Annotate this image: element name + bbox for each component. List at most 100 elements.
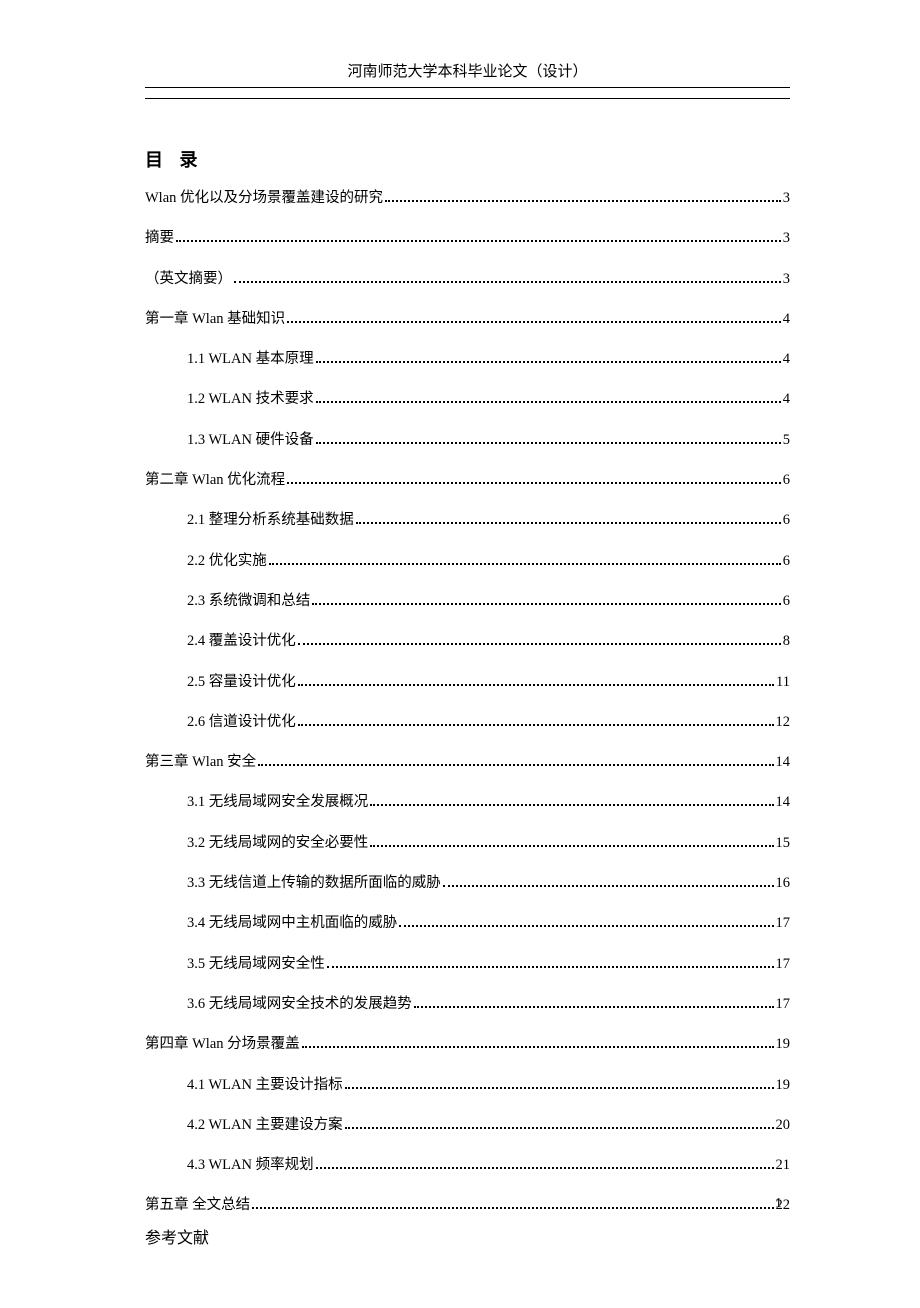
toc-leader-dots [302,1046,774,1048]
toc-entry-label: 3.3 无线信道上传输的数据所面临的威胁 [187,873,441,893]
toc-entry: 第四章 Wlan 分场景覆盖19 [145,1034,790,1054]
toc-entry-page: 19 [776,1075,791,1095]
toc-entry-label: 4.1 WLAN 主要设计指标 [187,1075,343,1095]
toc-entry-page: 6 [783,591,790,611]
toc-entry-label: 2.1 整理分析系统基础数据 [187,510,354,530]
toc-entry-page: 21 [776,1155,791,1175]
document-page: 河南师范大学本科毕业论文（设计） 目 录 Wlan 优化以及分场景覆盖建设的研究… [0,0,920,1308]
toc-entry: 2.4 覆盖设计优化 8 [145,631,790,651]
toc-entry: 2.5 容量设计优化 11 [145,672,790,692]
toc-leader-dots [345,1087,774,1089]
toc-entry-page: 12 [776,712,791,732]
toc-leader-dots [370,845,773,847]
toc-leader-dots [356,522,781,524]
toc-entry-page: 14 [776,792,791,812]
toc-entry: 2.3 系统微调和总结 6 [145,591,790,611]
toc-entry-page: 17 [776,913,791,933]
toc-leader-dots [327,966,774,968]
toc-entry-page: 20 [776,1115,791,1135]
toc-leader-dots [385,200,781,202]
toc-entry-page: 17 [776,994,791,1014]
toc-entry-label: 第五章 全文总结 [145,1195,250,1215]
toc-leader-dots [258,764,773,766]
toc-entry-label: 2.3 系统微调和总结 [187,591,310,611]
toc-entry-page: 8 [783,631,790,651]
toc-leader-dots [370,804,773,806]
toc-leader-dots [176,240,781,242]
toc-entry-page: 16 [776,873,791,893]
toc-entry-page: 3 [783,188,790,208]
toc-entry: 3.1 无线局域网安全发展概况 14 [145,792,790,812]
toc-leader-dots [316,401,781,403]
toc-entry-page: 4 [783,389,790,409]
toc-entry: 1.1 WLAN 基本原理4 [145,349,790,369]
toc-entry: 3.4 无线局域网中主机面临的威胁17 [145,913,790,933]
toc-entry-page: 14 [776,752,791,772]
toc-entry-label: 3.5 无线局域网安全性 [187,954,325,974]
toc-entry: 4.1 WLAN 主要设计指标 19 [145,1075,790,1095]
toc-entry-label: 第二章 Wlan 优化流程 [145,470,285,490]
toc-leader-dots [298,643,781,645]
toc-entry: 3.2 无线局域网的安全必要性 15 [145,833,790,853]
toc-leader-dots [287,321,781,323]
toc-entry-label: 4.2 WLAN 主要建设方案 [187,1115,343,1135]
toc-leader-dots [399,925,773,927]
toc-leader-dots [316,361,781,363]
toc-entry-label: 1.2 WLAN 技术要求 [187,389,314,409]
toc-entry: 2.6 信道设计优化 12 [145,712,790,732]
toc-leader-dots [269,563,781,565]
toc-entry: Wlan 优化以及分场景覆盖建设的研究 3 [145,188,790,208]
toc-leader-dots [316,1167,774,1169]
toc-entry-page: 3 [783,228,790,248]
toc-leader-dots [443,885,774,887]
toc-entry: 4.2 WLAN 主要建设方案 20 [145,1115,790,1135]
toc-title: 目 录 [145,146,790,172]
toc-leader-dots [312,603,781,605]
page-header: 河南师范大学本科毕业论文（设计） [145,60,790,96]
toc-entry: （英文摘要）3 [145,269,790,289]
toc-entry-page: 6 [783,470,790,490]
toc-entry: 3.5 无线局域网安全性 17 [145,954,790,974]
references-heading: 参考文献 [145,1224,790,1248]
toc-entry-page: 6 [783,551,790,571]
toc-entry-label: 2.4 覆盖设计优化 [187,631,296,651]
toc-leader-dots [252,1207,773,1209]
toc-entry-label: Wlan 优化以及分场景覆盖建设的研究 [145,188,383,208]
toc-leader-dots [298,684,774,686]
toc-entry-page: 19 [776,1034,791,1054]
toc-entry-label: 2.6 信道设计优化 [187,712,296,732]
toc-leader-dots [316,442,781,444]
toc-entry: 1.3 WLAN 硬件设备 5 [145,430,790,450]
toc-entry-page: 15 [776,833,791,853]
toc-entry: 2.1 整理分析系统基础数据 6 [145,510,790,530]
page-number: 1 [775,1196,782,1212]
toc-entry-page: 6 [783,510,790,530]
toc-entry-label: 2.2 优化实施 [187,551,267,571]
toc-entry: 3.6 无线局域网安全技术的发展趋势 17 [145,994,790,1014]
toc-entry-label: 第一章 Wlan 基础知识 [145,309,285,329]
header-text: 河南师范大学本科毕业论文（设计） [347,64,587,80]
toc-container: Wlan 优化以及分场景覆盖建设的研究3摘要3（英文摘要）3第一章 Wlan 基… [145,188,790,1216]
toc-entry-label: 3.6 无线局域网安全技术的发展趋势 [187,994,412,1014]
toc-entry: 4.3 WLAN 频率规划 21 [145,1155,790,1175]
toc-leader-dots [234,281,781,283]
toc-entry: 第五章 全文总结22 [145,1195,790,1215]
toc-entry-page: 5 [783,430,790,450]
toc-entry-label: 4.3 WLAN 频率规划 [187,1155,314,1175]
toc-leader-dots [345,1127,774,1129]
toc-entry: 第三章 Wlan 安全14 [145,752,790,772]
toc-entry-label: 3.1 无线局域网安全发展概况 [187,792,368,812]
toc-entry: 摘要3 [145,228,790,248]
toc-leader-dots [414,1006,774,1008]
toc-entry-label: 1.1 WLAN 基本原理 [187,349,314,369]
toc-entry-label: 3.2 无线局域网的安全必要性 [187,833,368,853]
toc-entry-page: 17 [776,954,791,974]
toc-entry: 第一章 Wlan 基础知识 4 [145,309,790,329]
toc-entry-page: 11 [776,672,790,692]
toc-entry: 1.2 WLAN 技术要求 4 [145,389,790,409]
toc-entry-label: 2.5 容量设计优化 [187,672,296,692]
toc-entry: 第二章 Wlan 优化流程 6 [145,470,790,490]
toc-entry-label: 1.3 WLAN 硬件设备 [187,430,314,450]
toc-entry-page: 4 [783,309,790,329]
toc-entry-page: 3 [783,269,790,289]
